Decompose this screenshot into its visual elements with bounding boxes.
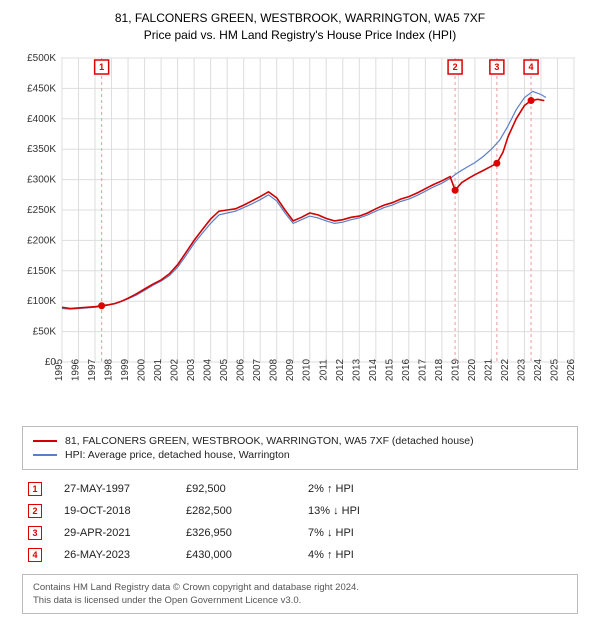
chart-area: £0£50K£100K£150K£200K£250K£300K£350K£400… <box>14 50 586 420</box>
svg-text:1996: 1996 <box>71 358 82 381</box>
svg-text:£400K: £400K <box>27 113 56 124</box>
transaction-marker: 1 <box>28 482 42 496</box>
svg-text:2019: 2019 <box>450 358 461 381</box>
transaction-marker: 2 <box>28 504 42 518</box>
svg-text:2012: 2012 <box>335 358 346 381</box>
svg-text:2009: 2009 <box>285 358 296 381</box>
svg-text:1998: 1998 <box>104 358 115 381</box>
svg-text:2: 2 <box>453 62 458 72</box>
svg-text:2011: 2011 <box>318 358 329 380</box>
svg-text:2016: 2016 <box>401 358 412 381</box>
transaction-date: 29-APR-2021 <box>64 527 164 539</box>
svg-text:1999: 1999 <box>120 358 131 381</box>
transaction-diff: 7% ↓ HPI <box>308 527 408 539</box>
footer-line: This data is licensed under the Open Gov… <box>33 594 567 607</box>
svg-text:4: 4 <box>529 62 534 72</box>
legend-label: HPI: Average price, detached house, Warr… <box>65 449 290 461</box>
svg-text:£500K: £500K <box>27 53 56 64</box>
svg-text:£300K: £300K <box>27 174 56 185</box>
svg-text:2017: 2017 <box>417 358 428 381</box>
legend-swatch-blue <box>33 454 57 456</box>
svg-text:2002: 2002 <box>170 358 181 381</box>
svg-text:2008: 2008 <box>269 358 280 381</box>
svg-text:£350K: £350K <box>27 144 56 155</box>
transaction-date: 19-OCT-2018 <box>64 505 164 517</box>
svg-text:2022: 2022 <box>500 358 511 381</box>
svg-text:2013: 2013 <box>351 358 362 381</box>
svg-text:2006: 2006 <box>236 358 247 381</box>
transactions-table: 1 27-MAY-1997 £92,500 2% ↑ HPI 2 19-OCT-2018 £… <box>22 478 578 566</box>
svg-text:2024: 2024 <box>533 358 544 381</box>
figure-container: 81, FALCONERS GREEN, WESTBROOK, WARRINGT… <box>0 0 600 624</box>
title-subtitle: Price paid vs. HM Land Registry's House … <box>14 27 586 44</box>
svg-text:£100K: £100K <box>27 296 56 307</box>
footer-line: Contains HM Land Registry data © Crown c… <box>33 581 567 594</box>
transaction-price: £282,500 <box>186 505 286 517</box>
line-chart-svg: £0£50K£100K£150K£200K£250K£300K£350K£400… <box>14 50 586 420</box>
svg-text:2010: 2010 <box>302 358 313 381</box>
svg-text:2004: 2004 <box>203 358 214 381</box>
svg-text:2021: 2021 <box>483 358 494 381</box>
transaction-date: 27-MAY-1997 <box>64 483 164 495</box>
svg-text:£250K: £250K <box>27 205 56 216</box>
svg-text:£450K: £450K <box>27 83 56 94</box>
legend-box: 81, FALCONERS GREEN, WESTBROOK, WARRINGT… <box>22 426 578 470</box>
svg-text:1997: 1997 <box>87 358 98 381</box>
transaction-diff: 2% ↑ HPI <box>308 483 408 495</box>
svg-text:2020: 2020 <box>467 358 478 381</box>
transaction-row: 3 29-APR-2021 £326,950 7% ↓ HPI <box>22 522 578 544</box>
svg-text:2000: 2000 <box>137 358 148 381</box>
svg-text:2023: 2023 <box>516 358 527 381</box>
transaction-row: 2 19-OCT-2018 £282,500 13% ↓ HPI <box>22 500 578 522</box>
legend-label: 81, FALCONERS GREEN, WESTBROOK, WARRINGT… <box>65 435 474 447</box>
legend-row: 81, FALCONERS GREEN, WESTBROOK, WARRINGT… <box>33 435 567 447</box>
transaction-date: 26-MAY-2023 <box>64 549 164 561</box>
svg-text:2005: 2005 <box>219 358 230 381</box>
svg-text:£150K: £150K <box>27 265 56 276</box>
svg-text:2025: 2025 <box>549 358 560 381</box>
title-address: 81, FALCONERS GREEN, WESTBROOK, WARRINGT… <box>14 10 586 27</box>
legend-swatch-red <box>33 440 57 442</box>
transaction-price: £430,000 <box>186 549 286 561</box>
svg-text:2018: 2018 <box>434 358 445 381</box>
transaction-marker: 3 <box>28 526 42 540</box>
svg-text:2014: 2014 <box>368 358 379 381</box>
svg-text:2003: 2003 <box>186 358 197 381</box>
svg-text:2015: 2015 <box>384 358 395 381</box>
transaction-marker: 4 <box>28 548 42 562</box>
title-block: 81, FALCONERS GREEN, WESTBROOK, WARRINGT… <box>14 10 586 44</box>
transaction-row: 1 27-MAY-1997 £92,500 2% ↑ HPI <box>22 478 578 500</box>
svg-text:1: 1 <box>99 62 104 72</box>
transaction-diff: 13% ↓ HPI <box>308 505 408 517</box>
svg-text:2007: 2007 <box>252 358 263 381</box>
transaction-row: 4 26-MAY-2023 £430,000 4% ↑ HPI <box>22 544 578 566</box>
transaction-price: £326,950 <box>186 527 286 539</box>
legend-row: HPI: Average price, detached house, Warr… <box>33 449 567 461</box>
footer-attribution: Contains HM Land Registry data © Crown c… <box>22 574 578 615</box>
transaction-diff: 4% ↑ HPI <box>308 549 408 561</box>
svg-text:3: 3 <box>494 62 499 72</box>
svg-text:£200K: £200K <box>27 235 56 246</box>
transaction-price: £92,500 <box>186 483 286 495</box>
svg-text:2026: 2026 <box>566 358 577 381</box>
svg-text:2001: 2001 <box>153 358 164 381</box>
svg-text:1995: 1995 <box>54 358 65 381</box>
svg-text:£50K: £50K <box>33 326 57 337</box>
